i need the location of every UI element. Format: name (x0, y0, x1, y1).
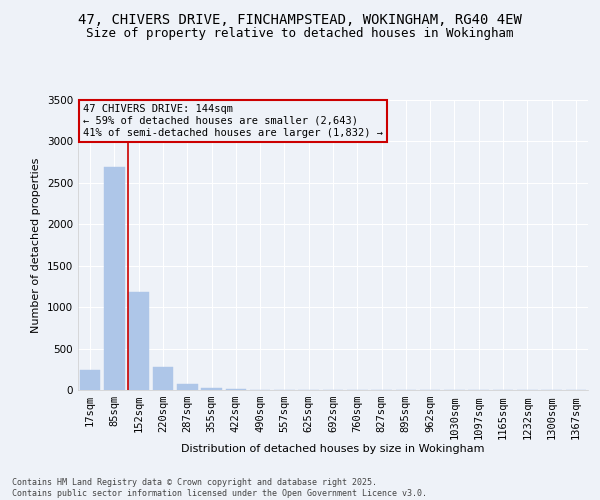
Bar (104, 167, 125, 390)
Bar (201, 388, 222, 390)
Y-axis label: Number of detached properties: Number of detached properties (31, 158, 41, 332)
Bar (128, 292, 149, 390)
Text: Contains HM Land Registry data © Crown copyright and database right 2025.
Contai: Contains HM Land Registry data © Crown c… (12, 478, 427, 498)
Text: 47 CHIVERS DRIVE: 144sqm
← 59% of detached houses are smaller (2,643)
41% of sem: 47 CHIVERS DRIVE: 144sqm ← 59% of detach… (83, 104, 383, 138)
X-axis label: Distribution of detached houses by size in Wokingham: Distribution of detached houses by size … (181, 444, 485, 454)
Bar (80, 370, 100, 390)
Bar (226, 389, 246, 390)
Bar (152, 367, 173, 390)
Text: Size of property relative to detached houses in Wokingham: Size of property relative to detached ho… (86, 28, 514, 40)
Bar (177, 384, 197, 390)
Text: 47, CHIVERS DRIVE, FINCHAMPSTEAD, WOKINGHAM, RG40 4EW: 47, CHIVERS DRIVE, FINCHAMPSTEAD, WOKING… (78, 12, 522, 26)
